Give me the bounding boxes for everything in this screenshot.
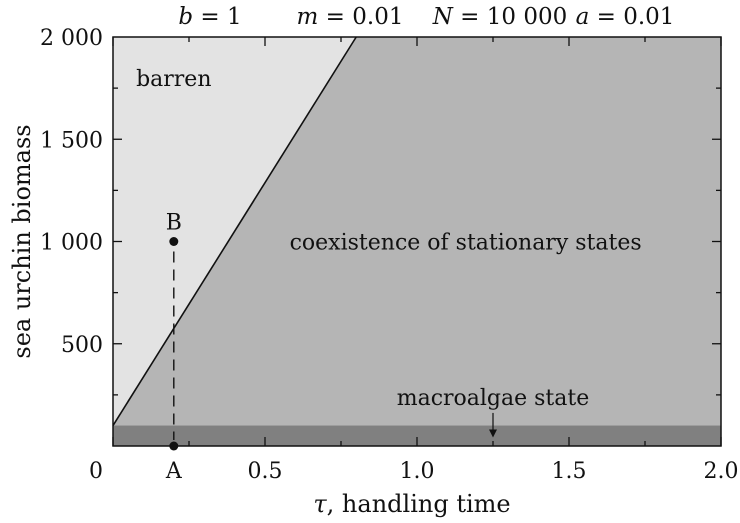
- x-tick-label: 0: [89, 459, 103, 484]
- param-symbol: m: [297, 4, 319, 30]
- x-tick-label: 1.5: [552, 459, 587, 484]
- point-a: [169, 441, 179, 451]
- param-n: N = 10 000: [432, 4, 568, 30]
- param-m: m = 0.01: [297, 4, 404, 30]
- barren-label: barren: [136, 67, 211, 92]
- boundary-layer: [112, 36, 357, 426]
- param-equals: =: [589, 4, 623, 30]
- param-equals: =: [318, 4, 352, 30]
- point-b-label: B: [166, 211, 182, 236]
- macroalgae-arrow-head: [489, 429, 497, 438]
- param-value: 0.01: [352, 4, 403, 30]
- x-axis-symbol: τ: [313, 490, 327, 518]
- param-b: b = 1: [178, 4, 241, 30]
- param-a: a = 0.01: [576, 4, 675, 30]
- tick-layer: [112, 37, 722, 446]
- param-value: 1: [227, 4, 242, 30]
- x-tick-label: 0.5: [248, 459, 283, 484]
- param-symbol: N: [432, 4, 454, 30]
- y-tick-label: 1 000: [40, 231, 103, 256]
- y-tick-label: 2 000: [40, 26, 103, 51]
- y-tick-label: 500: [61, 333, 103, 358]
- y-tick-label: 1 500: [40, 128, 103, 153]
- boundary-line: [112, 36, 357, 426]
- param-value: 0.01: [623, 4, 674, 30]
- param-symbol: b: [178, 4, 193, 30]
- param-equals: =: [193, 4, 227, 30]
- x-tick-label: 2.0: [704, 459, 739, 484]
- x-axis-text: , handling time: [327, 490, 511, 518]
- param-equals: =: [453, 4, 487, 30]
- y-axis-label: sea urchin biomass: [8, 124, 36, 358]
- x-tick-label: 1.0: [400, 459, 435, 484]
- param-symbol: a: [576, 4, 590, 30]
- param-value: 10 000: [487, 4, 567, 30]
- x-axis-label: τ, handling time: [313, 490, 510, 518]
- point-b: [169, 237, 179, 246]
- coexistence-label: coexistence of stationary states: [290, 231, 642, 256]
- marker-layer: [169, 237, 497, 451]
- parameter-header: b = 1 m = 0.01 N = 10 000 a = 0.01: [178, 4, 674, 30]
- point-a-label: A: [165, 459, 183, 484]
- macroalgae-label: macroalgae state: [397, 386, 590, 411]
